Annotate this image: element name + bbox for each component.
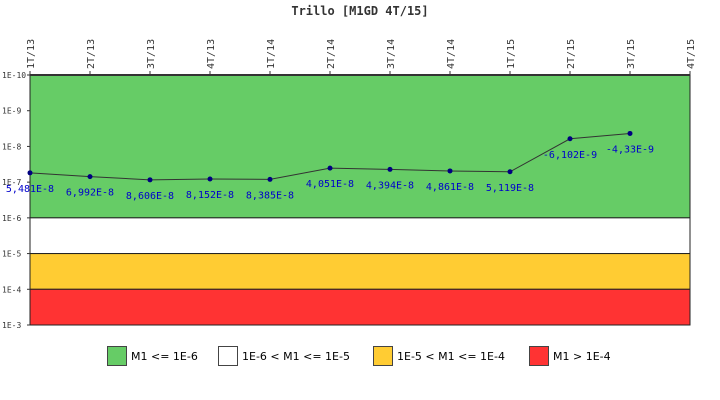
data-label-8: 4,861E-8 bbox=[426, 182, 474, 193]
legend-item-3: 1E-5 < M1 <= 1E-4 bbox=[373, 345, 505, 367]
legend-swatch-4 bbox=[529, 346, 549, 366]
legend-item-4: M1 > 1E-4 bbox=[529, 345, 611, 367]
y-tick-label-5: 1E-6 bbox=[2, 214, 21, 223]
data-point-8 bbox=[447, 168, 453, 174]
y-tick-label-1: 1E-10 bbox=[2, 71, 26, 80]
data-label-1: 5,481E-8 bbox=[6, 184, 54, 195]
data-point-3 bbox=[147, 177, 153, 183]
y-tick-label-6: 1E-5 bbox=[2, 250, 21, 259]
legend-label-2: 1E-6 < M1 <= 1E-5 bbox=[242, 349, 350, 363]
y-tick-label-4: 1E-7 bbox=[2, 178, 21, 187]
x-tick-label-4: 4T/13 bbox=[206, 39, 217, 69]
data-label-7: 4,394E-8 bbox=[366, 180, 414, 191]
band-1 bbox=[29, 74, 691, 219]
data-label-6: 4,051E-8 bbox=[306, 179, 354, 190]
chart-title: Trillo [M1GD 4T/15] bbox=[291, 4, 428, 18]
legend: M1 <= 1E-6 1E-6 < M1 <= 1E-5 1E-5 < M1 <… bbox=[0, 345, 720, 367]
band-2 bbox=[29, 217, 691, 255]
x-tick-label-3: 3T/13 bbox=[146, 39, 157, 69]
y-tick-label-7: 1E-4 bbox=[2, 285, 21, 294]
x-tick-label-8: 4T/14 bbox=[446, 39, 457, 69]
legend-label-4: M1 > 1E-4 bbox=[553, 349, 611, 363]
data-point-2 bbox=[87, 174, 93, 180]
data-label-3: 8,606E-8 bbox=[126, 191, 174, 202]
x-tick-label-11: 3T/15 bbox=[626, 39, 637, 69]
y-tick-label-8: 1E-3 bbox=[2, 321, 21, 330]
data-point-7 bbox=[387, 166, 393, 172]
legend-swatch-3 bbox=[373, 346, 393, 366]
data-label-4: 8,152E-8 bbox=[186, 190, 234, 201]
band-3 bbox=[29, 253, 691, 290]
legend-label-1: M1 <= 1E-6 bbox=[131, 349, 198, 363]
chart: Trillo [M1GD 4T/15] 1T/13 2T/13 3T/13 4T/13… bbox=[2, 4, 697, 330]
data-point-10 bbox=[567, 136, 573, 142]
data-point-4 bbox=[207, 176, 213, 182]
x-tick-label-2: 2T/13 bbox=[86, 39, 97, 69]
x-tick-label-10: 2T/15 bbox=[566, 39, 577, 69]
legend-item-2: 1E-6 < M1 <= 1E-5 bbox=[218, 345, 350, 367]
legend-swatch-2 bbox=[218, 346, 238, 366]
data-point-1 bbox=[27, 170, 33, 176]
band-4 bbox=[29, 288, 691, 326]
legend-label-3: 1E-5 < M1 <= 1E-4 bbox=[397, 349, 505, 363]
data-point-5 bbox=[267, 176, 273, 182]
x-tick-label-7: 3T/14 bbox=[386, 39, 397, 69]
data-label-5: 8,385E-8 bbox=[246, 190, 294, 201]
data-label-10: -6,102E-9 bbox=[543, 150, 597, 161]
x-tick-label-9: 1T/15 bbox=[506, 39, 517, 69]
legend-swatch-1 bbox=[107, 346, 127, 366]
x-tick-label-12: 4T/15 bbox=[686, 39, 697, 69]
data-point-11 bbox=[627, 130, 633, 136]
legend-item-1: M1 <= 1E-6 bbox=[107, 345, 198, 367]
x-tick-label-1: 1T/13 bbox=[26, 39, 37, 69]
data-point-6 bbox=[327, 165, 333, 171]
data-label-2: 6,992E-8 bbox=[66, 188, 114, 199]
x-tick-label-5: 1T/14 bbox=[266, 39, 277, 69]
y-tick-label-2: 1E-9 bbox=[2, 107, 21, 116]
y-tick-label-3: 1E-8 bbox=[2, 142, 21, 151]
data-point-9 bbox=[507, 169, 513, 175]
data-label-9: 5,119E-8 bbox=[486, 183, 534, 194]
data-label-11: -4,33E-9 bbox=[606, 144, 654, 155]
x-tick-label-6: 2T/14 bbox=[326, 39, 337, 69]
